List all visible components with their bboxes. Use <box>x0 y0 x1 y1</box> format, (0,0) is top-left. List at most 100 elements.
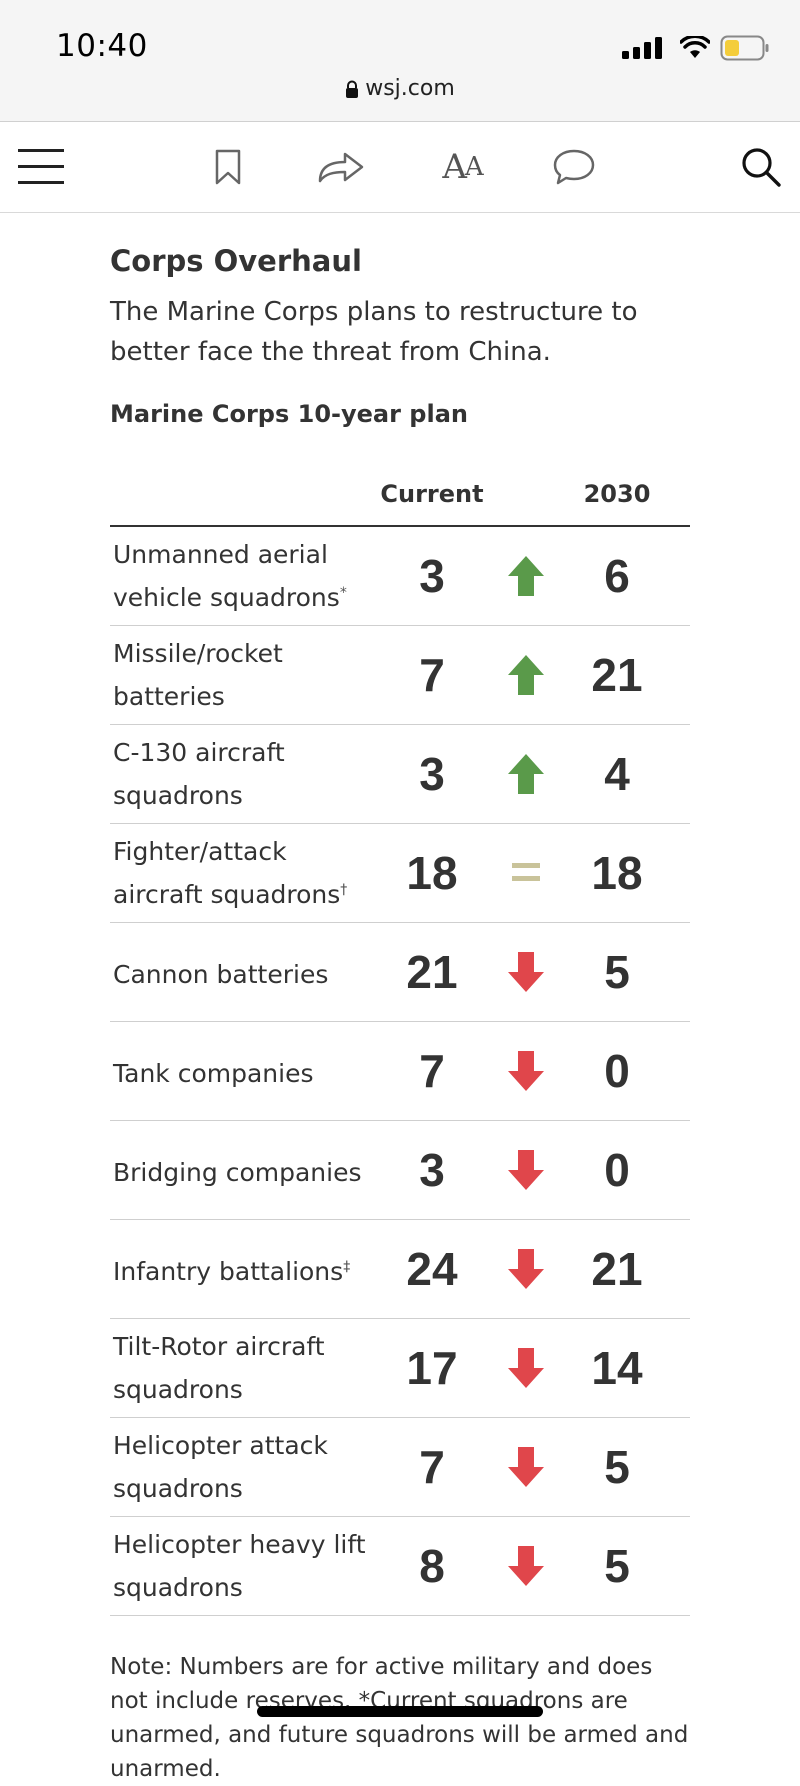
status-icons <box>620 34 770 62</box>
arrow-up-icon <box>508 655 544 695</box>
table-row: Helicopter attack squadrons 7 5 <box>110 1418 690 1517</box>
wifi-icon <box>680 36 710 58</box>
comment-icon <box>553 149 595 185</box>
row-label: Unmanned aerial vehicle squadrons* <box>113 527 373 625</box>
future-value: 18 <box>591 847 643 899</box>
row-label-text: Unmanned aerial vehicle squadrons <box>113 540 340 612</box>
row-label-text: Tank companies <box>113 1058 314 1088</box>
row-label: Tilt-Rotor aircraft squadrons <box>113 1319 373 1417</box>
arrow-up-icon <box>508 556 544 596</box>
footnote-mark: † <box>340 882 348 898</box>
current-value: 17 <box>406 1342 458 1394</box>
current-value: 7 <box>419 1441 445 1493</box>
graphic-title: Corps Overhaul <box>110 244 362 278</box>
share-button[interactable] <box>315 122 367 212</box>
arrow-down-icon <box>508 1249 544 1289</box>
arrow-down-icon <box>508 952 544 992</box>
footnote: Note: Numbers are for active military an… <box>110 1654 689 1782</box>
table-row: Fighter/attack aircraft squadrons† 18 18 <box>110 824 690 923</box>
arrow-up-icon <box>508 754 544 794</box>
current-value: 7 <box>419 1045 445 1097</box>
table-row: Tilt-Rotor aircraft squadrons 17 14 <box>110 1319 690 1418</box>
row-label: Helicopter attack squadrons <box>113 1418 373 1516</box>
status-time: 10:40 <box>56 28 148 64</box>
row-label-text: Bridging companies <box>113 1157 362 1187</box>
signal-icon <box>622 37 662 59</box>
column-header-2030: 2030 <box>583 480 651 508</box>
url-text: wsj.com <box>365 76 455 101</box>
trend-equal <box>506 824 546 922</box>
trend-up <box>506 725 546 823</box>
text-size-large: A <box>442 147 467 187</box>
row-label-text: Infantry battalions <box>113 1256 344 1286</box>
row-label-text: Tilt-Rotor aircraft squadrons <box>113 1332 325 1404</box>
bookmark-icon <box>215 149 241 185</box>
trend-down <box>506 1220 546 1318</box>
current-value: 7 <box>419 649 445 701</box>
future-value: 21 <box>591 1243 643 1295</box>
footnote-mark: ‡ <box>343 1258 351 1275</box>
trend-down <box>506 1022 546 1120</box>
current-value: 24 <box>406 1243 458 1295</box>
search-button[interactable] <box>736 122 786 212</box>
header-divider <box>110 525 690 527</box>
comments-button[interactable] <box>550 122 598 212</box>
row-label-text: Helicopter heavy lift squadrons <box>113 1530 366 1602</box>
menu-button[interactable] <box>14 122 68 212</box>
table-title: Marine Corps 10-year plan <box>110 400 468 428</box>
plan-table: Unmanned aerial vehicle squadrons* 3 6 Miss… <box>110 527 690 1616</box>
arrow-down-icon <box>508 1051 544 1091</box>
lock-icon <box>346 80 359 98</box>
graphic-subtitle: The Marine Corps plans to restructure to… <box>110 297 638 367</box>
arrow-down-icon <box>508 1546 544 1586</box>
row-label: Missile/rocket batteries <box>113 626 373 724</box>
row-label-text: Fighter/attack aircraft squadrons <box>113 837 341 909</box>
row-label: C-130 aircraft squadrons <box>113 725 373 823</box>
trend-down <box>506 1319 546 1417</box>
table-row: Unmanned aerial vehicle squadrons* 3 6 <box>110 527 690 626</box>
row-label-text: C-130 aircraft squadrons <box>113 738 285 810</box>
trend-down <box>506 1517 546 1615</box>
trend-down <box>506 1121 546 1219</box>
footnote-mark: * <box>339 585 347 601</box>
table-row: C-130 aircraft squadrons 3 4 <box>110 725 690 824</box>
battery-icon <box>720 35 769 61</box>
status-bar: 10:40 wsj.com <box>0 0 800 122</box>
bookmark-button[interactable] <box>208 122 248 212</box>
current-value: 3 <box>419 1144 445 1196</box>
future-value: 0 <box>604 1045 630 1097</box>
future-value: 0 <box>604 1144 630 1196</box>
trend-down <box>506 923 546 1021</box>
row-label: Tank companies <box>113 1022 373 1120</box>
row-label-text: Missile/rocket batteries <box>113 639 283 711</box>
equal-icon <box>512 863 540 881</box>
current-value: 8 <box>419 1540 445 1592</box>
trend-down <box>506 1418 546 1516</box>
column-header-current: Current <box>380 480 484 508</box>
text-size-small: A <box>464 152 484 182</box>
address-bar[interactable]: wsj.com <box>0 76 800 101</box>
current-value: 21 <box>406 946 458 998</box>
future-value: 5 <box>604 1441 630 1493</box>
home-indicator[interactable] <box>257 1706 543 1717</box>
row-label: Fighter/attack aircraft squadrons† <box>113 824 373 922</box>
future-value: 6 <box>604 550 630 602</box>
arrow-down-icon <box>508 1447 544 1487</box>
future-value: 14 <box>591 1342 643 1394</box>
table-row: Helicopter heavy lift squadrons 8 5 <box>110 1517 690 1616</box>
row-label: Cannon batteries <box>113 923 373 1021</box>
future-value: 5 <box>604 1540 630 1592</box>
trend-up <box>506 527 546 625</box>
search-icon <box>742 148 781 187</box>
row-label: Bridging companies <box>113 1121 373 1219</box>
table-row: Bridging companies 3 0 <box>110 1121 690 1220</box>
row-label-text: Cannon batteries <box>113 959 329 989</box>
table-row: Tank companies 7 0 <box>110 1022 690 1121</box>
share-icon <box>318 152 364 183</box>
table-row: Cannon batteries 21 5 <box>110 923 690 1022</box>
trend-up <box>506 626 546 724</box>
row-label: Helicopter heavy lift squadrons <box>113 1517 373 1615</box>
current-value: 3 <box>419 550 445 602</box>
current-value: 18 <box>406 847 458 899</box>
